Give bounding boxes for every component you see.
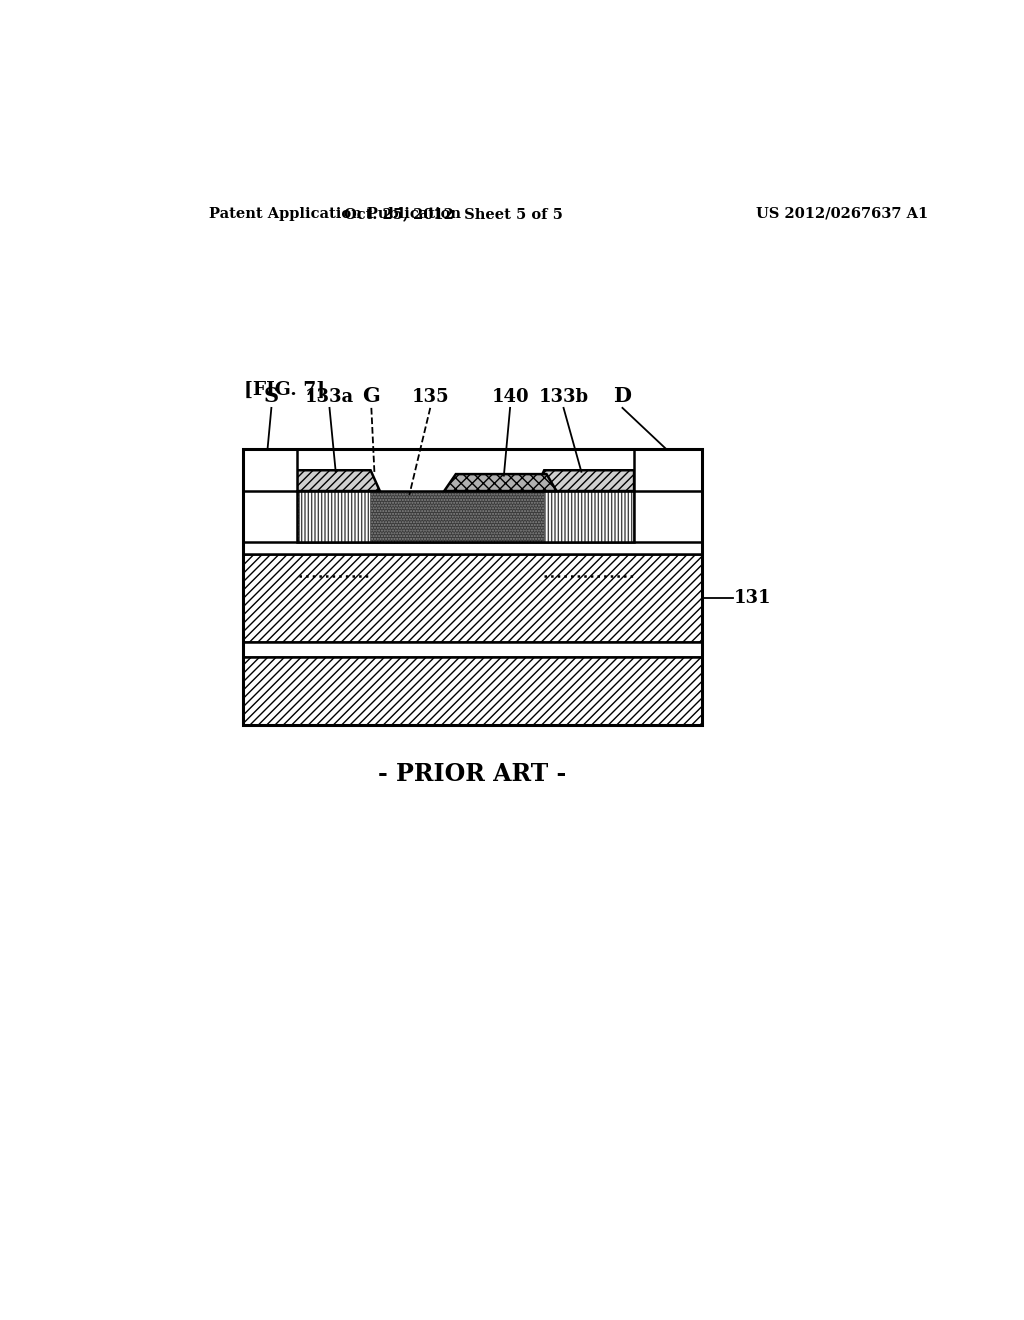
Bar	[299, 491, 370, 543]
Text: 140: 140	[492, 388, 528, 407]
Bar	[544, 491, 633, 543]
Bar	[243, 642, 701, 657]
Text: Oct. 25, 2012  Sheet 5 of 5: Oct. 25, 2012 Sheet 5 of 5	[344, 207, 563, 220]
Text: US 2012/0267637 A1: US 2012/0267637 A1	[756, 207, 928, 220]
Text: 133b: 133b	[539, 388, 589, 407]
Bar	[243, 543, 701, 554]
Text: 131: 131	[734, 589, 771, 607]
Text: D: D	[613, 387, 632, 407]
Text: Patent Application Publication: Patent Application Publication	[209, 207, 462, 220]
Text: - PRIOR ART -: - PRIOR ART -	[378, 763, 566, 787]
Polygon shape	[535, 470, 634, 491]
Bar	[243, 449, 701, 725]
Bar	[243, 657, 701, 725]
Polygon shape	[444, 474, 557, 491]
Text: G: G	[362, 387, 380, 407]
Polygon shape	[297, 470, 380, 491]
Bar	[297, 491, 634, 543]
Bar	[243, 449, 297, 491]
Bar	[243, 554, 701, 642]
Bar	[634, 449, 701, 491]
Text: [FIG. 7]: [FIG. 7]	[245, 380, 326, 399]
Text: 133a: 133a	[305, 388, 354, 407]
Bar	[297, 491, 634, 543]
Text: S: S	[264, 387, 279, 407]
Bar	[297, 491, 634, 543]
Text: 135: 135	[412, 388, 450, 407]
